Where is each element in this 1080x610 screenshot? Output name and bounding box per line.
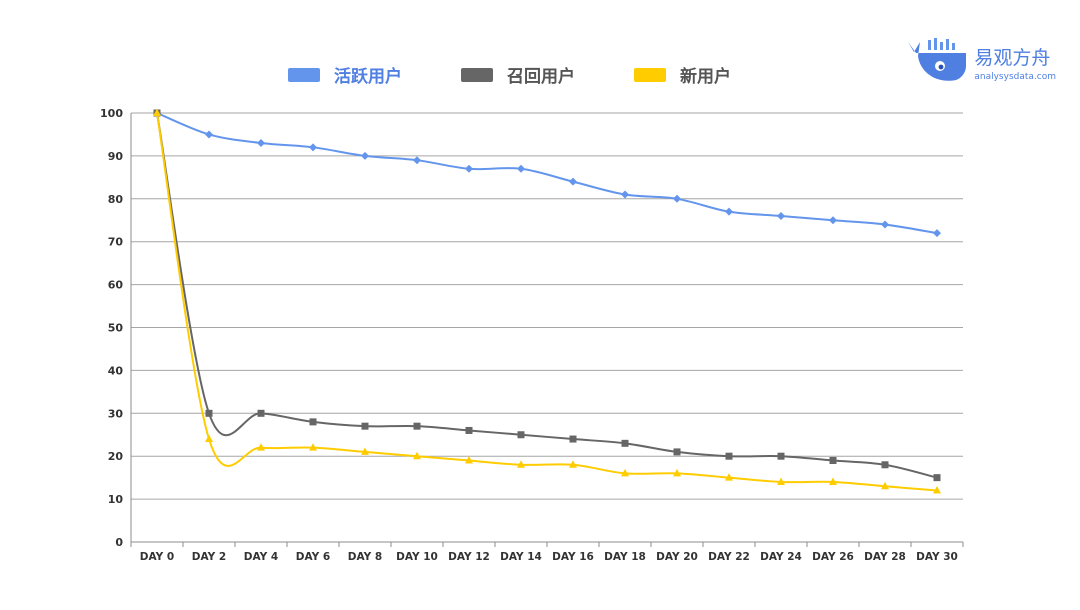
data-point <box>465 164 473 173</box>
legend-label-active-users: 活跃用户 <box>334 67 402 87</box>
brand-domain: analysysdata.com <box>974 71 1056 82</box>
brand-name: 易观方舟 <box>974 46 1051 69</box>
y-tick-label: 100 <box>100 107 123 120</box>
data-point <box>673 448 681 456</box>
series-line-2 <box>156 112 938 492</box>
x-tick-label: DAY 4 <box>244 551 278 563</box>
data-point <box>777 211 785 220</box>
data-point <box>829 477 837 485</box>
data-point <box>205 409 213 417</box>
y-tick-label: 10 <box>108 493 124 506</box>
data-point <box>881 481 889 490</box>
x-tick-label: DAY 6 <box>296 551 330 563</box>
x-tick-label: DAY 26 <box>812 551 854 563</box>
x-tick-label: DAY 22 <box>708 551 750 563</box>
series-line-1 <box>156 112 938 479</box>
legend: 活跃用户 召回用户 新用户 <box>0 62 1080 90</box>
data-point <box>881 220 889 229</box>
data-point <box>309 443 317 451</box>
data-point <box>257 139 265 148</box>
legend-item-new-users: 新用户 <box>634 62 731 87</box>
data-point <box>465 455 473 464</box>
x-tick-label: DAY 24 <box>760 551 802 563</box>
x-tick-label: DAY 28 <box>864 551 906 563</box>
x-tick-label: DAY 18 <box>604 551 646 563</box>
y-tick-label: 30 <box>108 407 124 420</box>
data-point <box>569 177 577 186</box>
series-line-0 <box>156 112 938 235</box>
data-point <box>569 460 577 468</box>
y-tick-label: 80 <box>108 193 124 206</box>
legend-label-recalled-users: 召回用户 <box>507 67 575 87</box>
data-point <box>413 422 421 430</box>
y-tick-label: 0 <box>115 536 123 549</box>
data-point <box>673 194 681 203</box>
data-point <box>309 418 317 426</box>
data-point <box>621 468 629 477</box>
data-point <box>257 409 265 417</box>
data-point <box>829 456 837 464</box>
x-tick-label: DAY 30 <box>916 551 958 563</box>
data-point <box>829 216 837 225</box>
y-tick-label: 90 <box>108 150 124 163</box>
y-tick-label: 40 <box>108 364 124 377</box>
data-point <box>413 451 421 460</box>
data-point <box>257 443 265 451</box>
data-point <box>933 486 941 494</box>
x-tick-label: DAY 2 <box>192 551 226 563</box>
data-point <box>517 460 525 468</box>
data-point <box>673 468 681 477</box>
x-tick-label: DAY 0 <box>140 551 174 563</box>
data-point <box>517 164 525 173</box>
whale-logo-icon <box>908 38 967 81</box>
data-point <box>725 473 733 481</box>
data-point <box>569 435 577 443</box>
x-tick-label: DAY 14 <box>500 551 542 563</box>
data-point <box>777 477 785 485</box>
data-point <box>465 426 473 434</box>
data-point <box>933 229 941 238</box>
data-point <box>205 434 213 443</box>
x-tick-label: DAY 16 <box>552 551 594 563</box>
data-point <box>361 422 369 430</box>
data-point <box>361 447 369 455</box>
y-tick-label: 50 <box>108 322 124 335</box>
data-point <box>621 439 629 447</box>
legend-label-new-users: 新用户 <box>680 67 731 87</box>
brand-logo: 易观方舟 analysysdata.com <box>906 36 1056 88</box>
y-tick-label: 70 <box>108 236 124 249</box>
data-point <box>153 108 161 116</box>
legend-swatch-recalled-users <box>461 67 493 82</box>
data-point <box>205 130 213 139</box>
y-tick-label: 20 <box>108 450 124 463</box>
data-point <box>621 190 629 199</box>
legend-item-recalled-users: 召回用户 <box>461 62 575 87</box>
data-point <box>361 151 369 160</box>
data-point <box>309 143 317 152</box>
data-point <box>881 461 889 469</box>
data-point <box>777 452 785 460</box>
legend-swatch-new-users <box>634 67 666 82</box>
x-tick-label: DAY 20 <box>656 551 698 563</box>
x-tick-label: DAY 8 <box>348 551 382 563</box>
data-point <box>413 156 421 165</box>
data-point <box>517 431 525 439</box>
x-tick-label: DAY 12 <box>448 551 490 563</box>
data-point <box>725 452 733 460</box>
data-point <box>933 474 941 482</box>
data-point <box>725 207 733 216</box>
legend-swatch-active-users <box>288 67 320 82</box>
legend-item-active-users: 活跃用户 <box>288 62 402 87</box>
x-tick-label: DAY 10 <box>396 551 438 563</box>
y-tick-label: 60 <box>108 279 124 292</box>
